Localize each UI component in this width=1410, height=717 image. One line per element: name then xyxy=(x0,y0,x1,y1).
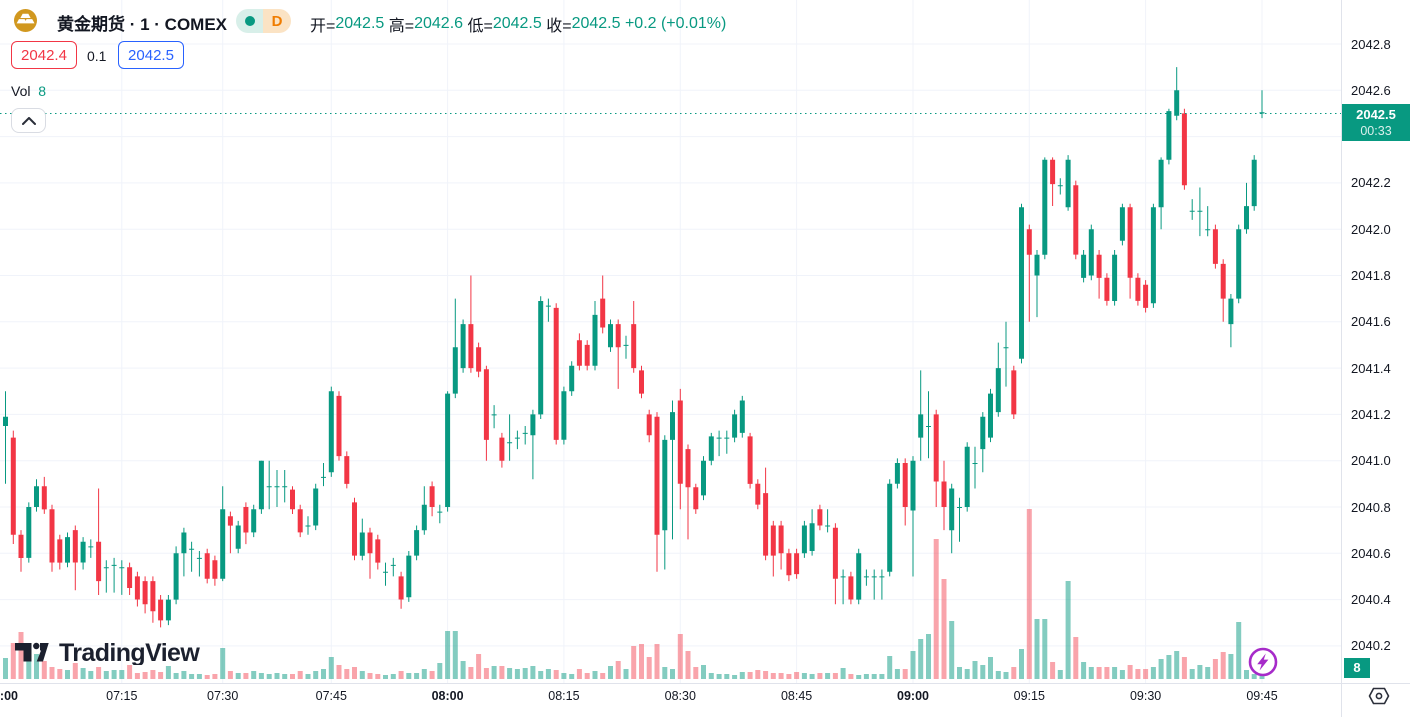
svg-text:TradingView: TradingView xyxy=(59,639,200,665)
